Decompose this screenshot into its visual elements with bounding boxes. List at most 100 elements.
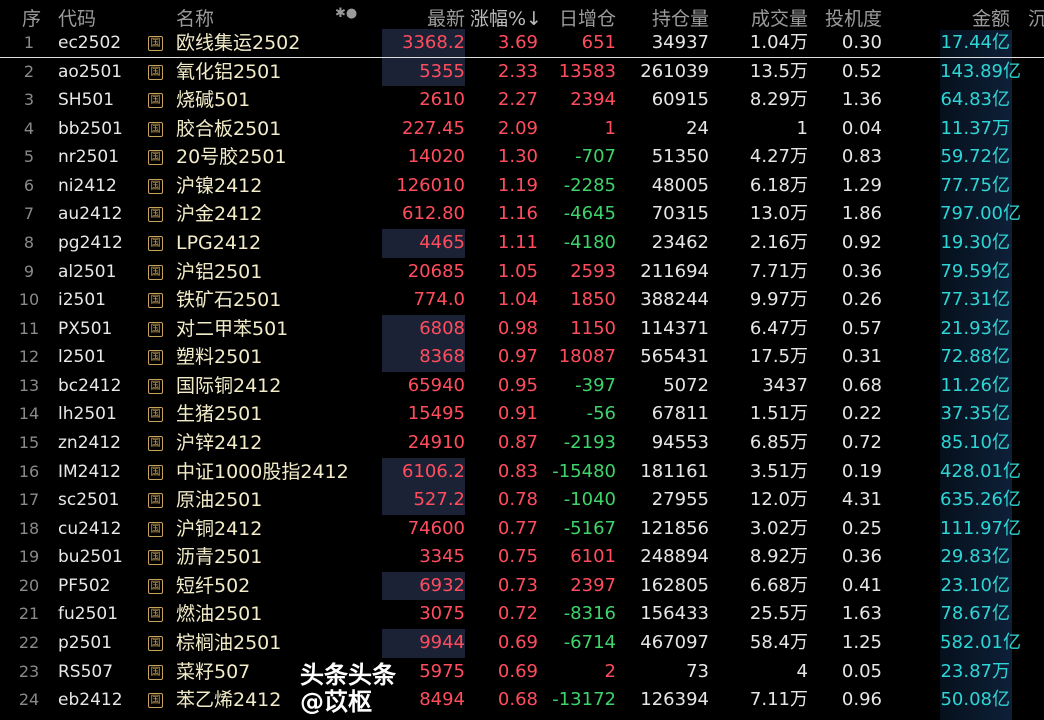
cell-oi-change: -13172 [552, 689, 616, 711]
table-row[interactable]: 6 ni2412 国沪镍2412 126010 1.19 -2285 48005 6.18万 1… [0, 172, 1044, 201]
header-mark[interactable]: ✱● [335, 6, 358, 21]
header-volume[interactable]: 成交量 [750, 8, 808, 30]
cell-position: 467097 [640, 631, 709, 653]
cell-volume: 4.27万 [749, 146, 808, 168]
cell-change: 0.69 [497, 660, 538, 682]
header-amount[interactable]: 金额 [971, 8, 1010, 30]
cell-change: 0.73 [497, 574, 538, 596]
cell-oi-change: -6714 [563, 631, 616, 653]
table-row[interactable]: 15 zn2412 国沪锌2412 24910 0.87 -2193 94553 6.85万 0… [0, 429, 1044, 458]
table-row[interactable]: 11 PX501 国对二甲苯501 6808 0.98 1150 114371 6.47万 0.… [0, 314, 1044, 344]
table-row[interactable]: 22 p2501 国棕榈油2501 9944 0.69 -6714 467097 58.4万 1… [0, 628, 1044, 658]
table-row[interactable]: 24 eb2412 国苯乙烯2412 8494 0.68 -13172 126394 7.11… [0, 686, 1044, 715]
table-row[interactable]: 16 IM2412 国中证1000股指2412 6106.2 0.83 -15480 181… [0, 457, 1044, 487]
cell-last: 4465 [382, 228, 465, 258]
cell-volume: 1.04万 [749, 32, 808, 53]
cell-name: 氧化铝2501 [176, 60, 282, 83]
header-change[interactable]: 涨幅%↓ [470, 8, 542, 30]
cell-amount: 23.10亿 [940, 574, 1010, 596]
table-row[interactable]: 21 fu2501 国燃油2501 3075 0.72 -8316 156433 25.5万 1… [0, 600, 1044, 629]
cell-oi-change: 2394 [570, 89, 616, 111]
table-row[interactable]: 23 RS507 国菜籽507 5975 0.69 2 73 4 0.05 23.87万 [0, 658, 1044, 687]
cell-volume: 1.51万 [749, 403, 808, 425]
cell-code: fu2501 [58, 604, 119, 625]
cell-seq: 21 [18, 604, 40, 624]
cell-spec: 1.86 [841, 203, 882, 225]
cell-seq: 18 [18, 518, 40, 538]
cell-name: 菜籽507 [176, 660, 251, 683]
cell-code: RS507 [58, 661, 114, 682]
table-row[interactable]: 3 SH501 国烧碱501 2610 2.27 2394 60915 8.29万 1.36 64… [0, 86, 1044, 115]
cell-last: 3368.2 [382, 29, 465, 58]
cell-last: 5975 [419, 660, 465, 682]
cell-code: bc2412 [58, 375, 122, 396]
cell-oi-change: 2 [604, 660, 616, 682]
table-row[interactable]: 1 ec2502 国欧线集运2502 3368.2 3.69 651 34937 1.04万 0… [0, 29, 1044, 58]
cell-position: 388244 [640, 289, 709, 311]
cell-change: 1.16 [497, 203, 538, 225]
cell-last: 8368 [382, 343, 465, 372]
cell-name: 短纤502 [176, 574, 251, 597]
cell-volume: 12.0万 [749, 489, 808, 511]
table-row[interactable]: 5 nr2501 国 20号胶2501 14020 1.30 -707 51350 4.27万 0… [0, 143, 1044, 172]
table-row[interactable]: 14 lh2501 国生猪2501 15495 0.91 -56 67811 1.51万 0.2… [0, 400, 1044, 429]
header-seq[interactable]: 序 [22, 8, 42, 30]
cell-amount: 428.01亿 [940, 460, 1021, 482]
header-name[interactable]: 名称 [176, 8, 215, 30]
cell-spec: 0.96 [841, 689, 882, 711]
cell-position: 34937 [651, 32, 709, 53]
cell-seq: 14 [18, 404, 40, 424]
table-row[interactable]: 4 bb2501 国胶合板2501 227.45 2.09 1 24 1 0.04 11.37万 [0, 115, 1044, 144]
table-row[interactable]: 10 i2501 国铁矿石2501 774.0 1.04 1850 388244 9.97万 0… [0, 286, 1044, 315]
cell-spec: 0.72 [841, 431, 882, 453]
cell-seq: 20 [18, 575, 40, 595]
table-row[interactable]: 7 au2412 国沪金2412 612.80 1.16 -4645 70315 13.0万 1… [0, 200, 1044, 229]
cell-name: 胶合板2501 [176, 117, 282, 140]
cell-amount: 143.89亿 [940, 60, 1021, 82]
cell-position: 126394 [640, 689, 709, 711]
cell-amount: 23.87万 [940, 660, 1010, 682]
table-row[interactable]: 19 bu2501 国沥青2501 3345 0.75 6101 248894 8.92万 0.… [0, 543, 1044, 572]
cell-seq: 24 [18, 690, 40, 710]
header-last[interactable]: 最新 [426, 8, 465, 30]
header-spec[interactable]: 投机度 [824, 8, 882, 30]
header-code[interactable]: 代码 [58, 8, 97, 30]
cell-volume: 6.47万 [749, 317, 808, 339]
table-row[interactable]: 12 l2501 国塑料2501 8368 0.97 18087 565431 17.5万 0.… [0, 343, 1044, 372]
table-row[interactable]: 18 cu2412 国沪铜2412 74600 0.77 -5167 121856 3.02万… [0, 515, 1044, 544]
cell-code: pg2412 [58, 232, 123, 253]
cell-last: 6932 [382, 571, 465, 601]
table-row[interactable]: 9 al2501 国沪铝2501 20685 1.05 2593 211694 7.71万 0.… [0, 258, 1044, 287]
cell-oi-change: -707 [575, 146, 616, 168]
header-oi-change[interactable]: 日增仓 [558, 8, 616, 30]
cell-amount: 50.08亿 [940, 689, 1010, 711]
cell-code: cu2412 [58, 518, 122, 539]
table-row[interactable]: 20 PF502 国短纤502 6932 0.73 2397 162805 6.68万 0.41… [0, 571, 1044, 601]
cell-oi-change: -2285 [563, 174, 616, 196]
cell-code: ec2502 [58, 33, 122, 53]
header-position[interactable]: 持仓量 [651, 8, 709, 30]
cell-amount: 21.93亿 [940, 317, 1010, 339]
cell-amount: 64.83亿 [940, 89, 1010, 111]
table-row[interactable]: 2 ao2501 国氧化铝2501 5355 2.33 13583 261039 13.5万 0… [0, 57, 1044, 87]
main-contract-icon: 国 [148, 235, 163, 251]
cell-change: 0.72 [497, 603, 538, 625]
cell-position: 156433 [640, 603, 709, 625]
table-row[interactable]: 8 pg2412 国 LPG2412 4465 1.11 -4180 23462 2.16万 0.… [0, 228, 1044, 258]
cell-name: 原油2501 [176, 489, 263, 512]
table-header: 序 代码 名称 ✱● 最新 涨幅%↓ 日增仓 持仓量 成交量 投机度 金额 沉 [0, 0, 1044, 30]
cell-oi-change: -15480 [552, 460, 616, 482]
cell-volume: 8.29万 [749, 89, 808, 111]
header-extra[interactable]: 沉 [1028, 8, 1044, 30]
main-contract-icon: 国 [148, 264, 163, 280]
cell-name: 燃油2501 [176, 603, 263, 626]
table-row[interactable]: 17 sc2501 国原油2501 527.2 0.78 -1040 27955 12.0万 4… [0, 486, 1044, 515]
table-row[interactable]: 13 bc2412 国国际铜2412 65940 0.95 -397 5072 3437 0.6… [0, 372, 1044, 401]
cell-spec: 0.36 [841, 260, 882, 282]
cell-volume: 6.18万 [749, 174, 808, 196]
cell-volume: 13.5万 [749, 60, 808, 82]
cell-last: 2610 [419, 89, 465, 111]
cell-position: 114371 [640, 317, 709, 339]
cell-volume: 3.02万 [749, 517, 808, 539]
main-contract-icon: 国 [148, 550, 163, 566]
